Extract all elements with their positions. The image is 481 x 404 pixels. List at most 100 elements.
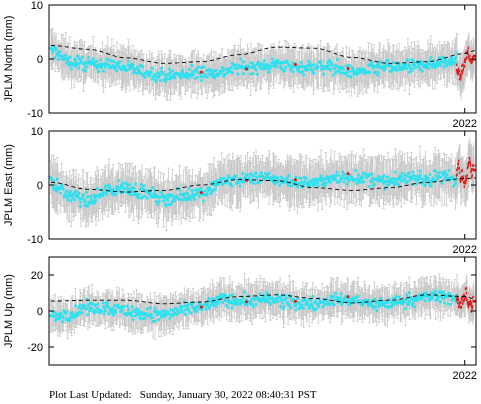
data-point [414,65,418,69]
data-point [248,172,252,176]
data-point [281,61,285,65]
data-point [319,174,323,178]
data-point [163,79,167,83]
data-point [63,57,67,61]
data-point [89,62,93,66]
data-point [267,70,271,74]
data-point [345,71,349,75]
data-point [73,57,77,61]
data-point [137,193,141,197]
data-point [87,203,91,207]
data-point [361,176,365,180]
data-point [212,180,216,184]
data-point [208,188,212,192]
data-point [351,67,355,71]
data-point [91,57,95,61]
data-point [376,73,380,77]
data-point [312,63,316,67]
data-point [342,67,346,71]
data-point [296,68,300,72]
data-point [106,57,110,61]
data-point [386,175,390,179]
data-point [311,69,315,73]
data-point [170,69,174,73]
data-point [327,58,331,62]
data-point [54,48,58,52]
data-point [143,194,147,198]
data-point [382,174,386,178]
plot-area [49,137,476,231]
data-point [379,179,383,183]
data-point [213,187,217,191]
data-point [68,189,72,193]
data-point [117,64,121,68]
data-point [87,55,91,59]
data-point [80,55,84,59]
data-point [197,189,201,193]
data-point [79,200,83,204]
data-point [272,174,276,178]
data-point [236,181,240,185]
data-point [305,183,309,187]
data-point [235,67,239,71]
data-point [382,181,386,185]
data-point [326,60,330,64]
data-point [454,60,458,64]
data-point [85,195,89,199]
data-point [262,59,266,63]
data-point [145,70,149,74]
data-point [105,62,109,66]
data-point [117,186,121,190]
data-point [220,66,224,70]
data-point [167,67,171,71]
data-point [55,177,59,181]
data-point [288,184,292,188]
data-point [190,189,194,193]
recent-point [472,54,476,58]
data-point [234,174,238,178]
data-point [66,198,70,202]
data-point [285,179,289,183]
data-point [300,180,304,184]
recent-point [293,63,297,67]
data-point [231,71,235,75]
data-point [233,177,237,181]
data-point [95,187,99,191]
data-point [107,183,111,187]
data-point [370,172,374,176]
data-point [181,68,185,72]
data-point [57,57,61,61]
data-point [61,187,65,191]
data-point [142,73,146,77]
data-point [169,202,173,206]
data-point [356,173,360,177]
data-point [68,194,72,198]
data-point [123,65,127,69]
data-point [195,76,199,80]
data-point [345,182,349,186]
data-point [442,65,446,69]
data-point [221,183,225,187]
data-point [258,180,262,184]
data-point [67,63,71,67]
data-point [111,63,115,67]
data-point [367,184,371,188]
data-point [230,184,234,188]
data-point [132,70,136,74]
data-point [84,191,88,195]
data-point [438,63,442,67]
data-point [436,64,440,68]
data-point [299,177,303,181]
data-point [274,65,278,69]
data-point [238,57,242,61]
data-point [253,64,257,68]
data-point [154,200,158,204]
data-point [139,183,143,187]
data-point [245,173,249,177]
data-point [368,70,372,74]
data-point [285,176,289,180]
data-point [76,195,80,199]
data-point [251,72,255,76]
data-point [341,170,345,174]
data-point [102,69,106,73]
